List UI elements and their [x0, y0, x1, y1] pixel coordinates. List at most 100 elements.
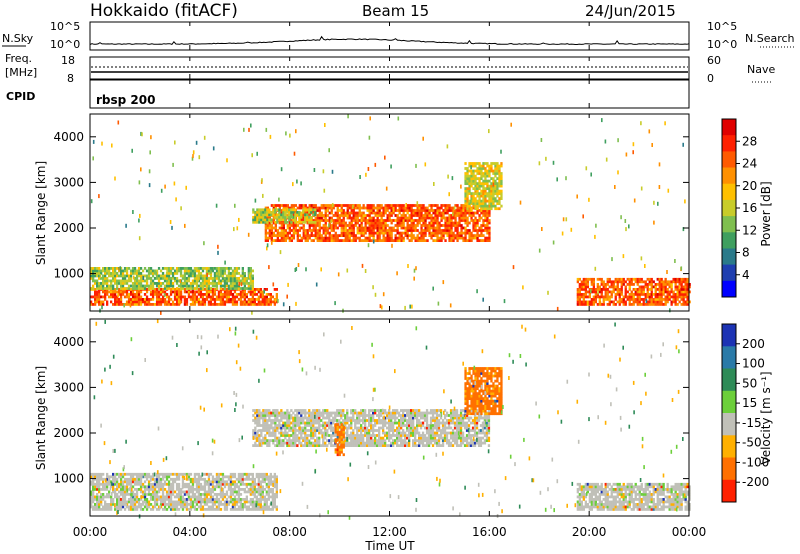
heatmap-cell	[193, 472, 197, 476]
heatmap-cell	[470, 192, 473, 195]
heatmap-cell	[205, 493, 209, 496]
heatmap-cell	[257, 480, 260, 484]
heatmap-cell	[245, 303, 248, 306]
heatmap-cell	[213, 293, 217, 296]
heatmap-cell	[119, 293, 123, 296]
heatmap-cell	[598, 277, 601, 281]
heatmap-cell	[446, 209, 449, 212]
heatmap-cell	[235, 300, 239, 304]
heatmap-cell	[231, 272, 235, 275]
heatmap-cell	[143, 284, 147, 288]
heatmap-cell	[209, 277, 213, 280]
heatmap-cell	[252, 218, 255, 222]
heatmap-cell	[688, 300, 691, 304]
heatmap-cell	[422, 231, 425, 235]
heatmap-cell	[466, 192, 469, 195]
heatmap-cell	[237, 477, 241, 481]
heatmap-cell	[140, 167, 142, 172]
heatmap-cell	[201, 500, 205, 504]
heatmap-cell	[592, 300, 595, 304]
heatmap-cell	[243, 293, 246, 296]
heatmap-cell	[430, 234, 433, 237]
heatmap-cell	[253, 298, 256, 301]
heatmap-cell	[121, 495, 125, 499]
heatmap-cell	[286, 421, 289, 425]
heatmap-cell	[215, 482, 219, 486]
heatmap-cell	[254, 416, 257, 420]
heatmap-cell	[167, 303, 171, 306]
heatmap-cell	[127, 300, 131, 304]
heatmap-cell	[338, 219, 341, 222]
heatmap-cell	[306, 221, 309, 225]
heatmap-cell	[640, 290, 643, 294]
heatmap-cell	[175, 488, 179, 491]
heatmap-cell	[684, 280, 687, 284]
heatmap-cell	[145, 274, 149, 278]
heatmap-cell	[243, 503, 246, 506]
heatmap-cell	[348, 216, 351, 220]
heatmap-cell	[292, 229, 295, 232]
heatmap-cell	[442, 211, 445, 215]
heatmap-cell	[139, 282, 143, 285]
heatmap-cell	[286, 431, 289, 435]
heatmap-cell	[265, 127, 268, 132]
heatmap-cell	[169, 498, 173, 501]
heatmap-cell	[241, 508, 244, 511]
heatmap-cell	[324, 231, 327, 235]
heatmap-cell	[137, 475, 141, 479]
heatmap-cell	[90, 274, 93, 278]
heatmap-cell	[231, 503, 235, 506]
heatmap-cell	[179, 269, 183, 273]
heatmap-cell	[286, 434, 289, 437]
heatmap-cell	[112, 477, 115, 481]
heatmap-cell	[187, 272, 191, 275]
heatmap-cell	[261, 290, 264, 294]
heatmap-cell	[116, 272, 119, 275]
heatmap-cell	[278, 436, 281, 440]
heatmap-cell	[478, 204, 481, 208]
heatmap-cell	[650, 295, 653, 299]
heatmap-cell	[272, 206, 275, 210]
heatmap-cell	[418, 206, 421, 210]
heatmap-cell	[272, 231, 275, 235]
heatmap-cell	[254, 436, 257, 440]
heatmap-cell	[265, 288, 268, 291]
heatmap-cell	[259, 508, 262, 511]
heatmap-cell	[610, 300, 613, 304]
heatmap-cell	[207, 300, 211, 304]
heatmap-cell	[620, 280, 623, 284]
heatmap-cell	[268, 210, 271, 214]
heatmap-cell	[652, 285, 655, 289]
heatmap-cell	[245, 282, 248, 285]
heatmap-cell	[96, 498, 99, 501]
heatmap-cell	[588, 288, 591, 291]
heatmap-cell	[650, 290, 653, 294]
heatmap-cell	[169, 482, 173, 486]
heatmap-cell	[668, 290, 671, 294]
heatmap-cell	[231, 488, 235, 491]
heatmap-cell	[264, 419, 267, 422]
heatmap-cell	[149, 298, 153, 301]
heatmap-cell	[112, 269, 115, 273]
heatmap-cell	[191, 495, 195, 499]
heatmap-cell	[123, 485, 127, 489]
heatmap-cell	[249, 303, 252, 306]
heatmap-cell	[104, 500, 107, 504]
heatmap-cell	[476, 187, 479, 190]
heatmap-cell	[578, 293, 581, 296]
heatmap-cell	[94, 295, 97, 299]
heatmap-cell	[278, 421, 281, 425]
heatmap-cell	[442, 231, 445, 235]
heatmap-cell	[209, 300, 213, 304]
heatmap-cell	[149, 482, 153, 486]
heatmap-cell	[195, 274, 199, 278]
heatmap-cell	[678, 288, 681, 291]
heatmap-cell	[316, 236, 319, 240]
heatmap-cell	[424, 216, 427, 220]
heatmap-cell	[98, 295, 101, 299]
heatmap-cell	[180, 206, 182, 211]
heatmap-cell	[112, 267, 115, 270]
heatmap-cell	[125, 223, 127, 228]
heatmap-cell	[638, 300, 641, 304]
heatmap-cell	[147, 267, 151, 270]
